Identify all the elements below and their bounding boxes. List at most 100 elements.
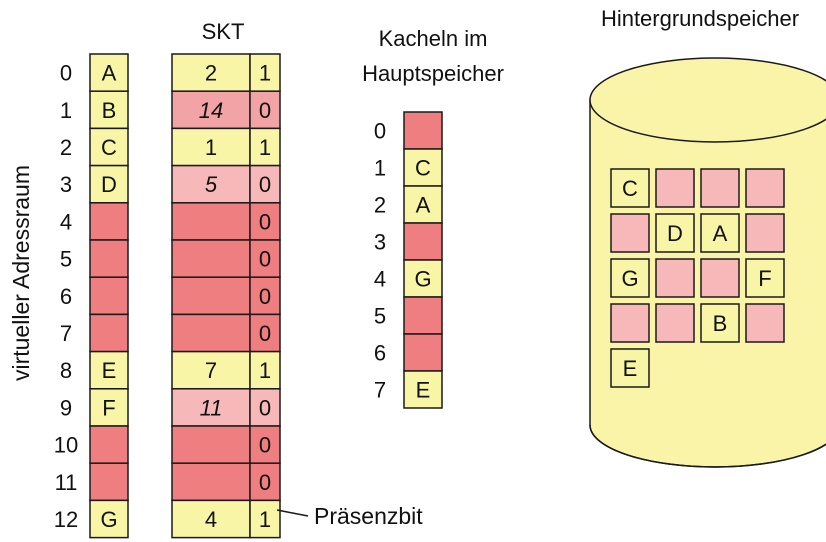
skt-present-bit: 1 (259, 507, 271, 532)
skt-frame-cell (171, 276, 251, 316)
frame-label: G (414, 267, 431, 292)
vas-index: 10 (54, 433, 78, 458)
vas-page-cell (89, 499, 129, 539)
skt-present-bit: 1 (259, 358, 271, 383)
frame-label: E (416, 378, 431, 403)
frame-index: 5 (374, 304, 386, 329)
skt-frame-number: 14 (199, 98, 223, 123)
backing-store-slot (655, 258, 695, 298)
skt-frame-number: 2 (205, 61, 217, 86)
skt-frame-cell (171, 388, 251, 427)
backing-store-slot (745, 303, 785, 343)
backing-store-slot (610, 168, 650, 208)
vas-page-label: F (102, 395, 115, 420)
skt-present-bit: 0 (259, 433, 271, 458)
frame-index: 1 (374, 156, 386, 181)
skt-frame-cell (171, 127, 251, 167)
frames-title-line1: Kacheln im (379, 26, 488, 51)
backing-store-slot (745, 168, 785, 208)
vas-index: 3 (60, 172, 72, 197)
backing-store-slot (610, 258, 650, 298)
backing-store-slot (610, 348, 650, 388)
skt-present-bit: 0 (259, 98, 271, 123)
vas-page-label: A (102, 61, 117, 86)
skt-present-bit: 0 (259, 395, 271, 420)
backing-store-slot (655, 303, 695, 343)
skt-frame-cell (171, 350, 251, 390)
vas-index: 11 (55, 470, 78, 495)
vas-page-label: B (102, 98, 117, 123)
vas-page-cell (89, 164, 129, 204)
skt-frame-number: 4 (205, 507, 217, 532)
vas-page-label: C (101, 135, 117, 160)
vas-page-cell (89, 239, 129, 278)
skt-present-cell (249, 90, 281, 130)
skt-present-bit: 0 (259, 209, 271, 234)
frame-index: 0 (374, 119, 386, 144)
skt-present-cell (249, 499, 281, 539)
vas-page-label: E (102, 358, 117, 383)
backing-store-slot-label: D (667, 221, 683, 246)
backing-store-slot (700, 168, 740, 208)
backing-store-slot (610, 213, 650, 253)
backing-store-slot-label: E (623, 356, 638, 381)
backing-store-slot-label: B (713, 311, 728, 336)
skt-present-bit: 0 (259, 284, 271, 309)
vas-page-cell (89, 462, 129, 502)
vas-index: 6 (60, 284, 72, 309)
vas-index: 9 (60, 395, 72, 420)
skt-present-cell (249, 425, 281, 464)
frames-title-line2: Hauptspeicher (362, 61, 504, 86)
vas-page-label: D (101, 172, 117, 197)
skt-present-bit: 0 (259, 321, 271, 346)
vas-page-cell (89, 313, 129, 353)
vas-index: 8 (60, 358, 72, 383)
skt-frame-number: 7 (205, 358, 217, 383)
main-memory-frames: 0 1 C 2 A 3 4 G 5 6 7 E (374, 111, 443, 409)
frame-index: 6 (374, 341, 386, 366)
skt-present-cell (249, 202, 281, 241)
backing-store-slot (700, 258, 740, 298)
vas-page-cell (89, 388, 129, 427)
frame-index: 3 (374, 230, 386, 255)
backing-store-slot-label: G (621, 266, 638, 291)
backing-store-title: Hintergrundspeicher (601, 6, 799, 31)
skt-frame-cell (171, 425, 251, 464)
backing-store-slot (745, 213, 785, 253)
skt-present-cell (249, 388, 281, 427)
skt-present-cell (249, 313, 281, 353)
frame-cell (403, 185, 443, 224)
frame-label: A (416, 193, 431, 218)
skt-frame-cell (171, 202, 251, 241)
vas-index: 2 (60, 135, 72, 160)
vas-index: 0 (60, 61, 72, 86)
presence-bit-leader-line (276, 509, 309, 517)
backing-store-slot (655, 213, 695, 253)
frame-label: C (415, 156, 431, 181)
skt-frame-cell (171, 164, 251, 204)
frame-index: 2 (374, 193, 386, 218)
presence-bit-label: Präsenzbit (314, 503, 423, 529)
frame-cell (403, 259, 443, 298)
frame-cell (403, 370, 443, 409)
cylinder-bottom-edge (589, 424, 826, 468)
skt-frame-number: 11 (200, 395, 223, 420)
vas-index: 5 (60, 247, 72, 272)
frame-cell (403, 333, 443, 372)
skt-present-bit: 1 (259, 135, 271, 160)
frame-cell (403, 296, 443, 335)
backing-store-slot (610, 303, 650, 343)
vas-page-label: G (100, 507, 117, 532)
skt-frame-cell (171, 239, 251, 278)
backing-store-slot (700, 303, 740, 343)
backing-store-slot-label: F (758, 266, 771, 291)
backing-store-slot-label: C (622, 176, 638, 201)
cylinder-top (589, 57, 826, 143)
skt-frame-cell (171, 462, 251, 502)
frame-cell (403, 111, 443, 150)
vas-page-cell (89, 202, 129, 241)
virtual-address-space-label: virtueller Adressraum (8, 165, 34, 381)
vas-page-cell (89, 425, 129, 464)
